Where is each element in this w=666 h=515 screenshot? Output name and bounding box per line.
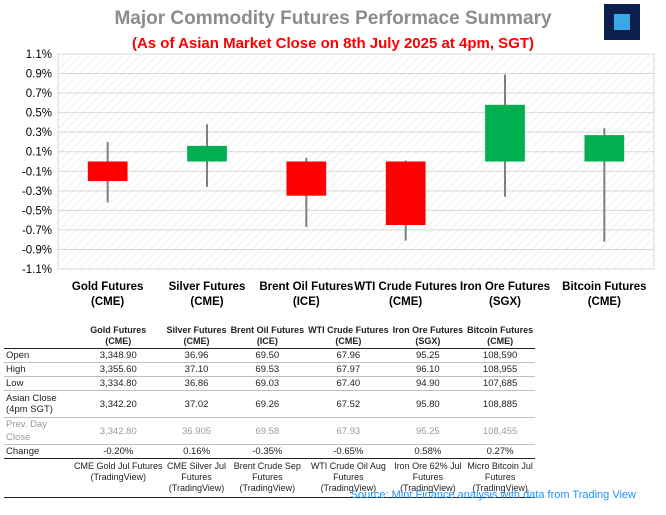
header-empty — [4, 324, 72, 349]
brand-logo — [604, 4, 640, 40]
source-bitcoin: Micro Bitcoin Jul Futures (TradingView) — [465, 458, 536, 498]
source-silver: CME Silver Jul Futures (TradingView) — [164, 458, 229, 498]
chart-subtitle: (As of Asian Market Close on 8th July 20… — [131, 35, 535, 52]
category-label: Bitcoin Futures — [562, 281, 646, 293]
category-sublabel: (SGX) — [489, 296, 521, 308]
candle-body — [385, 161, 426, 226]
source-brent: Brent Crude Sep Futures (TradingView) — [228, 458, 307, 498]
category-sublabel: (CME) — [389, 296, 422, 308]
y-tick-label: -0.1% — [22, 166, 52, 178]
table-row-low: Low 3,334.80 36.86 69.03 67.40 94.90 107… — [4, 376, 536, 391]
table-row-prev-close: Prev. Day Close 3,342.80 36.905 69.58 67… — [4, 417, 536, 445]
candle-body — [187, 145, 227, 162]
category-sublabel: (CME) — [91, 296, 124, 308]
category-label: Iron Ore Futures — [460, 281, 550, 293]
col-header-wti: WTI Crude Futures (CME) — [306, 324, 391, 349]
candle-body — [286, 161, 327, 196]
col-header-brent: Brent Oil Futures (ICE) — [228, 324, 307, 349]
table-row-change: Change -0.20% 0.16% -0.35% -0.65% 0.58% … — [4, 444, 536, 459]
source-ironore: Iron Ore 62% Jul Futures (TradingView) — [390, 458, 466, 498]
plot-area — [57, 53, 655, 270]
data-table: Gold Futures (CME) Silver Futures (CME) Br… — [4, 324, 536, 498]
table-row-open: Open 3,348.90 36.96 69.50 67.96 95.25 10… — [4, 348, 536, 363]
col-header-gold: Gold Futures (CME) — [72, 324, 165, 349]
table-row-high: High 3,355.60 37.10 69.53 67.97 96.10 10… — [4, 362, 536, 377]
candle-body — [584, 135, 625, 162]
y-tick-label: 0.5% — [26, 108, 52, 120]
col-header-bitcoin: Bitcoin Futures (CME) — [465, 324, 536, 349]
category-sublabel: (CME) — [588, 296, 621, 308]
table-row-sources: CME Gold Jul Futures (TradingView) CME Si… — [4, 458, 536, 498]
chart-title: Major Commodity Futures Performace Summa… — [114, 8, 552, 29]
category-label: WTI Crude Futures — [354, 281, 457, 293]
category-sublabel: (ICE) — [293, 296, 320, 308]
y-tick-label: 0.7% — [26, 88, 52, 100]
candle-body — [485, 104, 525, 162]
y-tick-label: 0.3% — [26, 127, 52, 139]
y-tick-label: 1.1% — [26, 49, 52, 61]
category-label: Brent Oil Futures — [259, 281, 353, 293]
y-tick-label: -0.9% — [22, 244, 52, 256]
category-label: Silver Futures — [169, 281, 246, 293]
category-sublabel: (CME) — [190, 296, 223, 308]
y-tick-label: -0.3% — [22, 186, 52, 198]
source-gold: CME Gold Jul Futures (TradingView) — [72, 458, 165, 498]
y-tick-label: 0.9% — [26, 69, 52, 81]
y-tick-label: -1.1% — [22, 264, 52, 276]
col-header-silver: Silver Futures (CME) — [164, 324, 229, 349]
source-note: Source: Mint Finance analysis with data … — [350, 489, 636, 501]
candle-body — [87, 161, 128, 182]
logo-square-icon — [614, 14, 630, 30]
category-label: Gold Futures — [72, 281, 144, 293]
col-header-ironore: Iron Ore Futures (SGX) — [390, 324, 466, 349]
source-wti: WTI Crude Oil Aug Futures (TradingView) — [306, 458, 391, 498]
y-tick-label: 0.1% — [26, 147, 52, 159]
table-row-asian-close: Asian Close (4pm SGT) 3,342.20 37.02 69.2… — [4, 390, 536, 418]
y-tick-label: -0.7% — [22, 225, 52, 237]
candlestick-chart: 1.1% 0.9% 0.7% 0.5% 0.3% 0.1% -0.1% -0.3% -0.5% -… — [22, 49, 655, 308]
y-tick-label: -0.5% — [22, 205, 52, 217]
